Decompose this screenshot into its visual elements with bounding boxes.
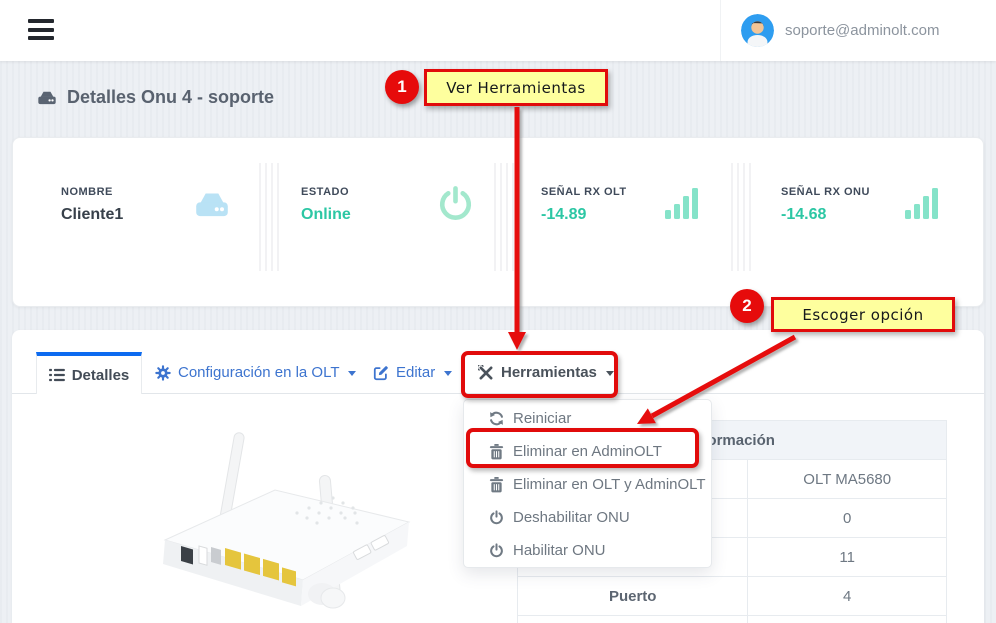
- menu-item-reiniciar[interactable]: Reiniciar: [464, 402, 711, 435]
- stat-value: -14.68: [781, 206, 827, 223]
- table-row: [516, 615, 947, 623]
- chevron-down-icon: [605, 371, 614, 376]
- edit-icon: [373, 365, 389, 381]
- menu-item-eliminar-olt-adminolt[interactable]: Eliminar en OLT y AdminOLT: [464, 468, 711, 501]
- menu-item-deshabilitar-onu[interactable]: Deshabilitar ONU: [464, 501, 711, 534]
- power-icon: [488, 543, 504, 558]
- menu-item-habilitar-onu[interactable]: Habilitar ONU: [464, 534, 711, 567]
- menu-item-label: Deshabilitar ONU: [513, 509, 630, 526]
- tab-detalles[interactable]: Detalles: [36, 352, 142, 394]
- refresh-icon: [488, 411, 504, 426]
- onu-stats-card: NOMBRE Cliente1 ESTADO Online SEÑAL RX O…: [12, 137, 984, 307]
- menu-item-label: Reiniciar: [513, 410, 572, 427]
- gear-icon: [155, 364, 171, 381]
- tabstrip-divider: [12, 393, 984, 394]
- onu-icon: [36, 89, 58, 106]
- divider: [494, 163, 518, 271]
- annotation-step1-label: Ver Herramientas: [424, 69, 608, 106]
- chevron-down-icon: [348, 371, 357, 376]
- tab-label: Detalles: [71, 366, 130, 384]
- table-row: Puerto 4: [516, 576, 947, 616]
- power-icon: [437, 185, 474, 222]
- menu-item-label: Eliminar en AdminOLT: [513, 443, 662, 460]
- user-email: soporte@adminolt.com: [785, 22, 940, 39]
- list-icon: [48, 368, 65, 382]
- onu-detail-card: Detalles Configuración en la OLT: [12, 330, 984, 623]
- tab-configuracion-olt[interactable]: Configuración en la OLT: [155, 352, 357, 393]
- menu-item-label: Habilitar ONU: [513, 542, 606, 559]
- tab-herramientas[interactable]: Herramientas: [478, 352, 614, 393]
- tab-editar[interactable]: Editar: [373, 352, 453, 393]
- tab-label: Editar: [396, 364, 436, 381]
- page-title-text: Detalles Onu 4 - soporte: [67, 87, 275, 107]
- tab-label: Herramientas: [501, 364, 597, 381]
- hamburger-menu-icon[interactable]: [28, 19, 54, 41]
- page-title: Detalles Onu 4 - soporte: [36, 87, 274, 108]
- divider: [731, 163, 755, 271]
- top-navbar: soporte@adminolt.com: [0, 0, 996, 61]
- stat-value: Cliente1: [61, 206, 124, 223]
- power-icon: [488, 510, 504, 525]
- herramientas-dropdown-menu: Reiniciar Eliminar en AdminOLT: [463, 399, 712, 568]
- stat-label: SEÑAL RX OLT: [541, 186, 627, 198]
- device-icon: [192, 189, 232, 219]
- tools-icon: [478, 364, 494, 381]
- onu-product-image: [107, 418, 437, 623]
- annotation-step1-badge: 1: [385, 70, 419, 104]
- stat-label: NOMBRE: [61, 186, 113, 198]
- signal-bars-icon: [903, 183, 943, 223]
- menu-item-eliminar-adminolt[interactable]: Eliminar en AdminOLT: [464, 435, 711, 468]
- stat-value: -14.89: [541, 206, 587, 223]
- signal-bars-icon: [663, 183, 703, 223]
- trash-icon: [488, 476, 504, 493]
- trash-icon: [488, 443, 504, 460]
- user-avatar: [741, 14, 774, 47]
- user-menu[interactable]: soporte@adminolt.com: [720, 0, 996, 61]
- chevron-down-icon: [444, 371, 453, 376]
- divider: [259, 163, 283, 271]
- stat-label: SEÑAL RX ONU: [781, 186, 870, 198]
- tab-label: Configuración en la OLT: [178, 364, 340, 381]
- stat-label: ESTADO: [301, 186, 350, 198]
- menu-item-label: Eliminar en OLT y AdminOLT: [513, 476, 706, 493]
- stat-value: Online: [301, 206, 351, 223]
